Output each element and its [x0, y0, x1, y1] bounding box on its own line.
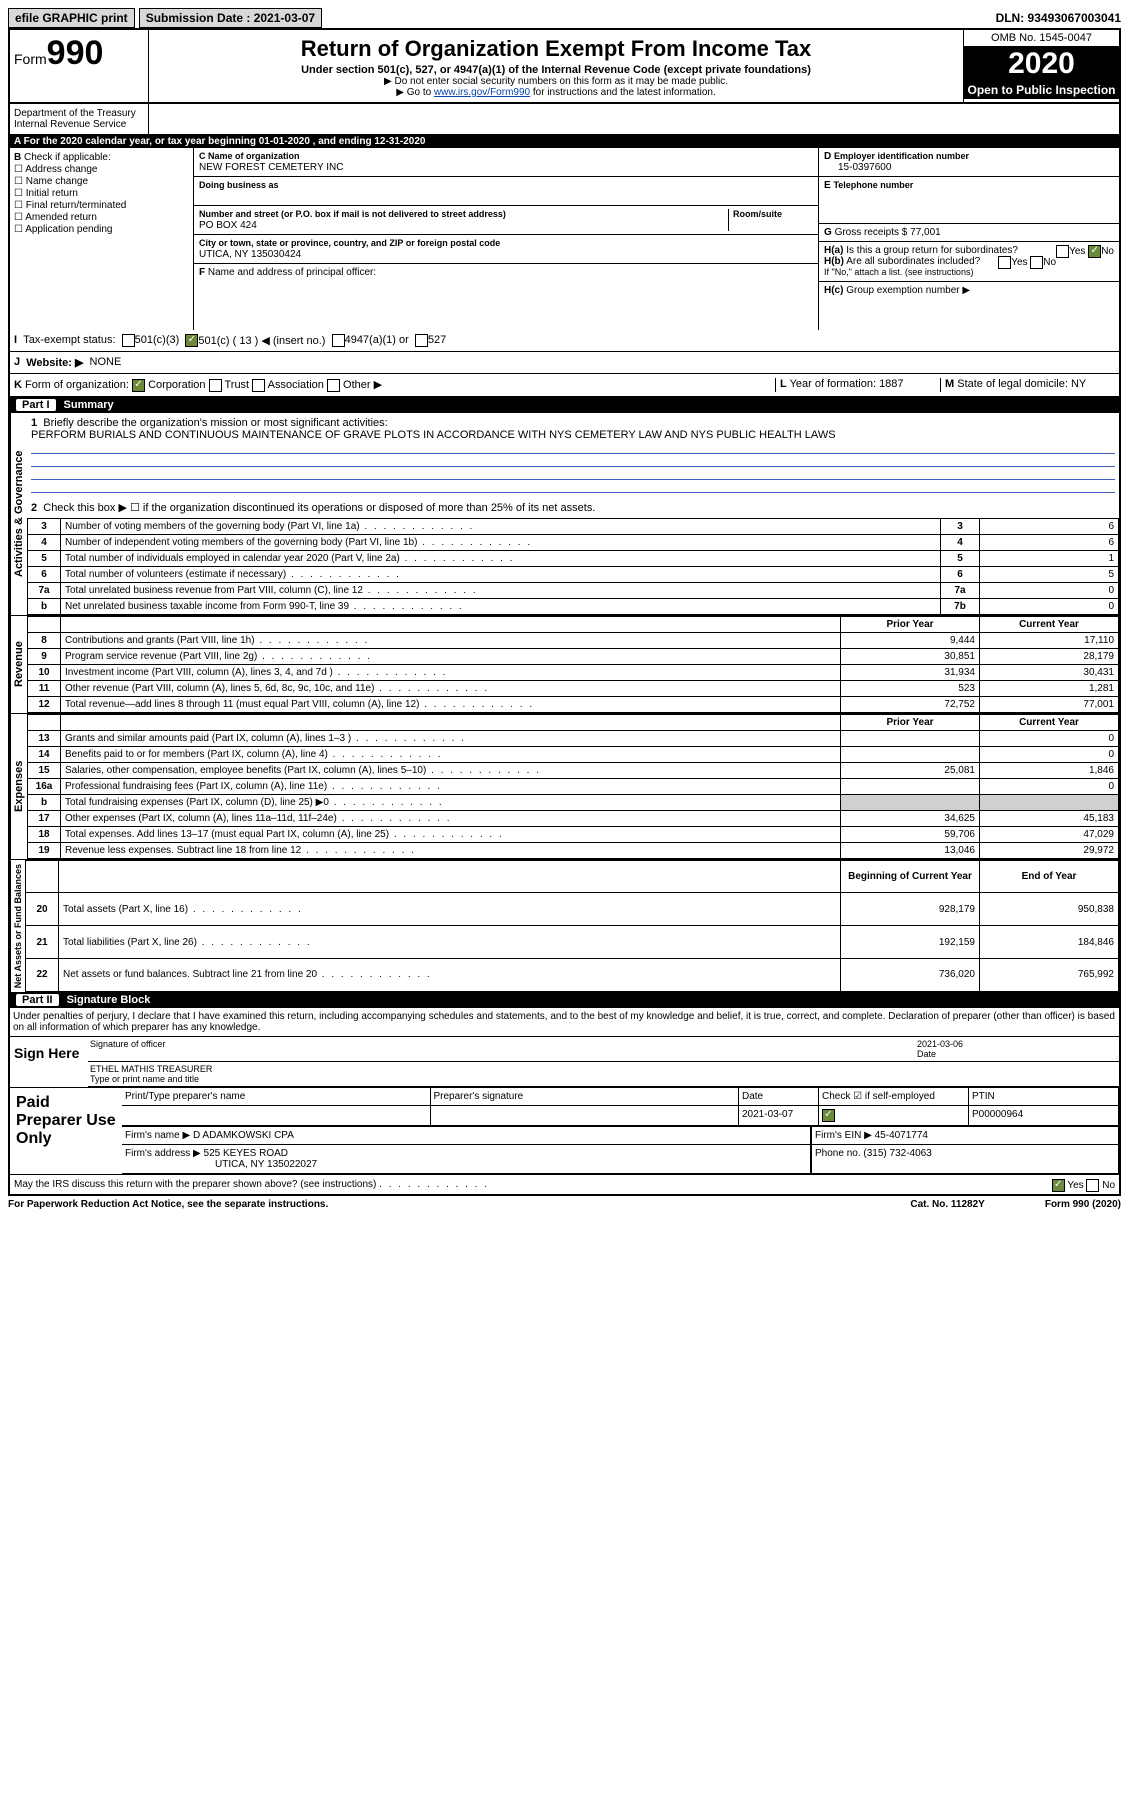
- org-name: NEW FOREST CEMETERY INC: [199, 162, 343, 173]
- self-emp[interactable]: [822, 1109, 835, 1122]
- hb-no[interactable]: [1030, 256, 1043, 269]
- dln: DLN: 93493067003041: [996, 11, 1121, 25]
- cb-initial[interactable]: ☐ Initial return: [14, 188, 189, 199]
- sign-date: 2021-03-06: [917, 1039, 963, 1049]
- sign-here: Sign Here: [10, 1037, 88, 1087]
- part2-hdr: Part IISignature Block: [10, 992, 1119, 1008]
- paid-prep: Paid Preparer Use Only: [10, 1088, 122, 1174]
- omb-cell: OMB No. 1545-0047 2020 Open to Public In…: [963, 30, 1119, 102]
- section-a: B Check if applicable: ☐ Address change …: [10, 148, 1119, 330]
- subtitle: Under section 501(c), 527, or 4947(a)(1)…: [155, 64, 957, 76]
- submission-btn[interactable]: Submission Date : 2021-03-07: [139, 8, 322, 28]
- cb-final[interactable]: ☐ Final return/terminated: [14, 200, 189, 211]
- footer: For Paperwork Reduction Act Notice, see …: [8, 1196, 1121, 1213]
- hb-yes[interactable]: [998, 256, 1011, 269]
- period-bar: A For the 2020 calendar year, or tax yea…: [10, 135, 1119, 148]
- grp-ag: Activities & Governance: [10, 413, 27, 615]
- irs-link[interactable]: www.irs.gov/Form990: [434, 87, 530, 98]
- firm-ein: 45-4071774: [875, 1130, 928, 1141]
- discuss-no[interactable]: [1086, 1179, 1099, 1192]
- col-de: D Employer identification number15-03976…: [818, 148, 1119, 330]
- firm-phone: (315) 732-4063: [863, 1148, 931, 1159]
- k-other[interactable]: [327, 379, 340, 392]
- discuss-row: May the IRS discuss this return with the…: [10, 1174, 1119, 1194]
- form-title: Return of Organization Exempt From Incom…: [155, 36, 957, 62]
- i-501c[interactable]: [185, 334, 198, 347]
- discuss-yes[interactable]: [1052, 1179, 1065, 1192]
- domicile: NY: [1071, 378, 1086, 390]
- part1-hdr: Part ISummary: [10, 397, 1119, 413]
- form-id: Form990: [10, 30, 149, 102]
- efile-btn[interactable]: efile GRAPHIC print: [8, 8, 135, 28]
- ptin: P00000964: [969, 1106, 1119, 1126]
- i-527[interactable]: [415, 334, 428, 347]
- cb-pending[interactable]: ☐ Application pending: [14, 224, 189, 235]
- k-assoc[interactable]: [252, 379, 265, 392]
- cb-name[interactable]: ☐ Name change: [14, 176, 189, 187]
- col-c: C Name of organizationNEW FOREST CEMETER…: [194, 148, 818, 330]
- i-501c3[interactable]: [122, 334, 135, 347]
- jurat: Under penalties of perjury, I declare th…: [10, 1008, 1119, 1036]
- note2: Go to www.irs.gov/Form990 for instructio…: [155, 87, 957, 98]
- prep-date: 2021-03-07: [739, 1106, 819, 1126]
- tax-year: 2020: [964, 47, 1119, 81]
- omb: OMB No. 1545-0047: [964, 30, 1119, 47]
- note1: Do not enter social security numbers on …: [155, 76, 957, 87]
- city: UTICA, NY 135030424: [199, 249, 301, 260]
- grp-na: Net Assets or Fund Balances: [10, 860, 25, 992]
- topbar: efile GRAPHIC print Submission Date : 20…: [8, 8, 1121, 28]
- mission-text: PERFORM BURIALS AND CONTINUOUS MAINTENAN…: [31, 429, 836, 441]
- grp-exp: Expenses: [10, 714, 27, 859]
- firm-name: D ADAMKOWSKI CPA: [193, 1130, 294, 1141]
- ha-yes[interactable]: [1056, 245, 1069, 258]
- addr: PO BOX 424: [199, 220, 257, 231]
- col-b: B Check if applicable: ☐ Address change …: [10, 148, 194, 330]
- grp-rev: Revenue: [10, 616, 27, 713]
- cb-amended[interactable]: ☐ Amended return: [14, 212, 189, 223]
- ha-no[interactable]: [1088, 245, 1101, 258]
- k-trust[interactable]: [209, 379, 222, 392]
- ein: 15-0397600: [824, 162, 891, 173]
- officer-name: ETHEL MATHIS TREASURER: [90, 1064, 212, 1074]
- firm-addr: 525 KEYES ROAD: [204, 1148, 288, 1159]
- i-4947[interactable]: [332, 334, 345, 347]
- title-cell: Return of Organization Exempt From Incom…: [149, 30, 963, 102]
- open-public: Open to Public Inspection: [964, 81, 1119, 99]
- year-formed: 1887: [879, 378, 903, 390]
- k-corp[interactable]: [132, 379, 145, 392]
- form-outer: Form990 Return of Organization Exempt Fr…: [8, 28, 1121, 1196]
- gross: 77,001: [910, 227, 941, 238]
- website: NONE: [90, 356, 122, 369]
- cb-address[interactable]: ☐ Address change: [14, 164, 189, 175]
- dept: Department of the Treasury Internal Reve…: [10, 104, 149, 134]
